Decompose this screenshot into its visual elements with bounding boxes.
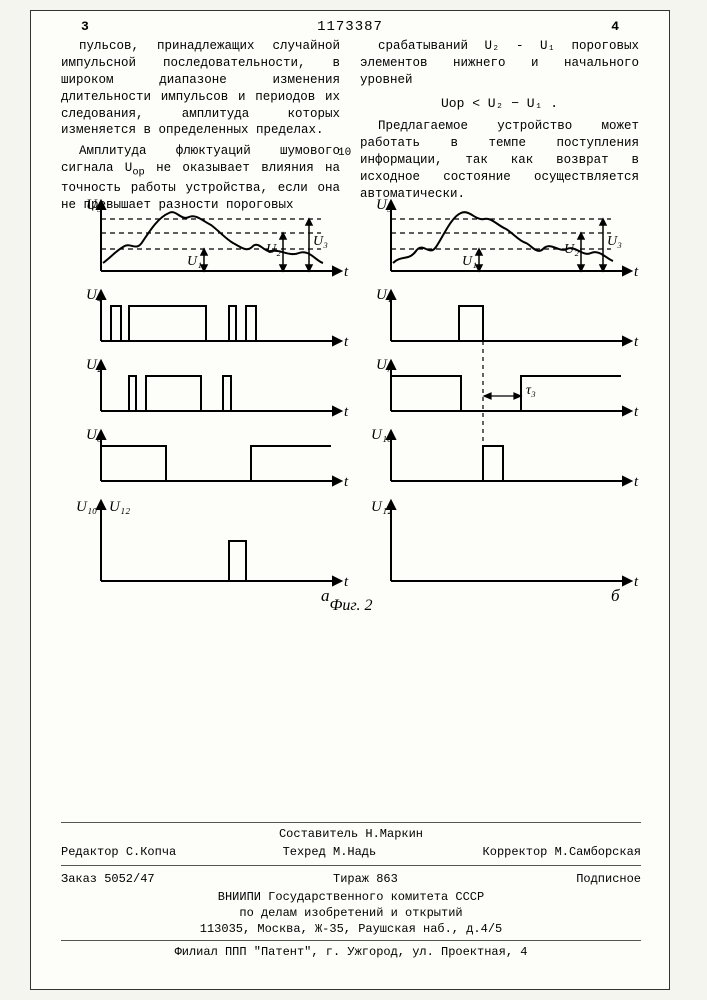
figure-2: U₃ t U₁ — [61, 191, 641, 611]
svg-text:а: а — [321, 586, 330, 605]
footer-editor: Редактор С.Копча — [61, 845, 176, 859]
right-para-1: срабатываний U₂ - U₁ пороговых элементов… — [360, 38, 639, 89]
svg-text:t: t — [634, 474, 639, 490]
svg-text:U₄: U₄ — [86, 287, 102, 303]
plot-right-u1: U₁ t — [376, 287, 639, 481]
plot-left-u2: U₂ t — [86, 357, 349, 420]
footer-compiler: Составитель Н.Маркин — [61, 827, 641, 841]
svg-text:U₃: U₃ — [376, 197, 392, 213]
svg-text:U₂: U₂ — [564, 242, 579, 257]
svg-text:U₁: U₁ — [376, 287, 392, 303]
footer-org1: ВНИИПИ Государственного комитета СССР — [61, 890, 641, 904]
svg-text:t: t — [344, 264, 349, 280]
svg-text:U₁: U₁ — [187, 254, 202, 269]
svg-text:t: t — [344, 574, 349, 590]
footer: Составитель Н.Маркин Редактор С.Копча Те… — [61, 818, 641, 961]
svg-text:U₃: U₃ — [86, 197, 102, 213]
left-para-1: пульсов, принадлежащих случайной импульс… — [61, 38, 340, 139]
svg-text:U₃: U₃ — [607, 234, 622, 249]
page-number-right: 4 — [611, 19, 619, 34]
footer-branch: Филиал ППП "Патент", г. Ужгород, ул. Про… — [61, 945, 641, 959]
svg-text:t: t — [344, 334, 349, 350]
footer-techred: Техред М.Надь — [283, 845, 377, 859]
page-number-left: 3 — [81, 19, 89, 34]
document-number: 1173387 — [317, 19, 383, 35]
plot-left-u6: U₆ t — [86, 427, 349, 490]
plot-right-u7: U₇ t τ₃ — [376, 357, 639, 420]
line-marker: 10 — [338, 147, 351, 159]
svg-text:U₂: U₂ — [266, 242, 281, 257]
svg-text:U₇: U₇ — [376, 357, 392, 373]
footer-tirage: Тираж 863 — [333, 872, 398, 886]
footer-corrector: Корректор М.Самборская — [483, 845, 641, 859]
svg-text:t: t — [634, 404, 639, 420]
svg-text:t: t — [634, 574, 639, 590]
svg-text:U₁: U₁ — [462, 254, 477, 269]
svg-text:t: t — [634, 264, 639, 280]
svg-text:t: t — [344, 474, 349, 490]
svg-text:U₁₀: U₁₀ — [76, 499, 97, 515]
footer-subscription: Подписное — [576, 872, 641, 886]
svg-text:U₁₂: U₁₂ — [109, 499, 130, 515]
footer-order: Заказ 5052/47 — [61, 872, 155, 886]
right-para-2: Предлагаемое устройство может работать в… — [360, 118, 639, 202]
plot-right-u12: U₁₂ t б — [371, 499, 639, 605]
svg-text:U₁₂: U₁₂ — [371, 499, 392, 515]
svg-text:t: t — [344, 404, 349, 420]
svg-text:U₆: U₆ — [86, 427, 102, 443]
svg-text:t: t — [634, 334, 639, 350]
plot-right-u3: U₃ t U₁ U₂ — [376, 197, 639, 280]
svg-text:τ₃: τ₃ — [526, 383, 536, 398]
plot-right-u10: U₁₀ t — [371, 427, 639, 490]
footer-address: 113035, Москва, Ж-35, Раушская наб., д.4… — [61, 922, 641, 936]
formula: Uор < U₂ − U₁ . — [360, 95, 639, 113]
svg-text:U₃: U₃ — [313, 234, 328, 249]
svg-text:U₁₀: U₁₀ — [371, 427, 392, 443]
svg-text:б: б — [611, 586, 620, 605]
footer-org2: по делам изобретений и открытий — [61, 906, 641, 920]
figure-caption: Фиг. 2 — [330, 597, 373, 615]
svg-text:U₂: U₂ — [86, 357, 102, 373]
plot-left-u4: U₄ t — [86, 287, 349, 350]
plot-left-u10-u12: U₁₀ U₁₂ t а — [76, 499, 349, 605]
plot-left-u3: U₃ t U₁ — [86, 197, 349, 280]
